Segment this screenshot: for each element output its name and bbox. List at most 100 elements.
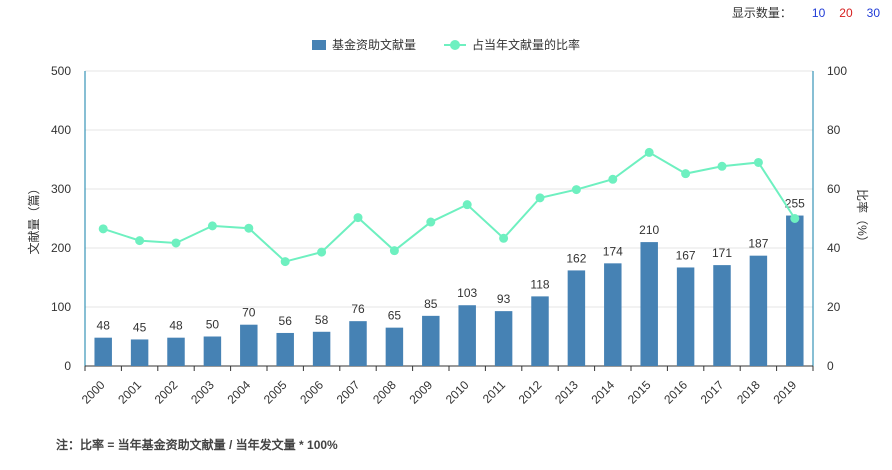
ratio-point (171, 238, 181, 248)
x-tick-label: 2000 (79, 378, 108, 407)
bar-value-label: 118 (530, 277, 549, 291)
y2-tick-label: 80 (827, 123, 841, 137)
y-tick-label: 0 (64, 359, 71, 373)
x-tick-label: 2008 (370, 378, 399, 407)
ratio-point (571, 185, 581, 195)
legend-item-ratio[interactable]: 占当年文献量的比率 (444, 36, 580, 53)
legend-bar-swatch (311, 39, 326, 50)
y-tick-label: 300 (51, 182, 71, 196)
x-tick-label: 2017 (698, 378, 727, 407)
display-count-control: 显示数量： 10 20 30 (732, 4, 880, 21)
display-count-10-option[interactable]: 10 (811, 5, 826, 20)
y-tick-label: 100 (51, 300, 71, 314)
bar (276, 332, 294, 366)
y-tick-label: 500 (51, 64, 71, 78)
x-tick-label: 2013 (552, 378, 581, 407)
y2-tick-label: 20 (827, 300, 841, 314)
bar (167, 337, 185, 366)
y2-tick-label: 60 (827, 182, 841, 196)
x-tick-label: 2015 (625, 378, 654, 407)
bar-value-label: 167 (676, 248, 696, 262)
bar (240, 324, 258, 366)
ratio-point (280, 257, 290, 267)
ratio-point (644, 147, 654, 157)
bar (385, 327, 404, 366)
y-tick-label: 200 (51, 241, 71, 255)
bar (604, 263, 622, 366)
bar-value-label: 174 (603, 244, 623, 258)
x-tick-label: 2012 (516, 378, 545, 407)
ratio-point (135, 236, 145, 246)
legend-item-funded-papers[interactable]: 基金资助文献量 (311, 36, 416, 53)
x-tick-label: 2011 (480, 378, 508, 406)
x-tick-label: 2005 (261, 378, 290, 407)
ratio-point (244, 223, 254, 233)
ratio-point (790, 214, 800, 223)
x-tick-label: 2014 (588, 378, 617, 407)
bar-value-label: 103 (457, 286, 477, 300)
bar-value-label: 65 (388, 309, 402, 323)
ratio-point (681, 169, 691, 179)
x-tick-label: 2002 (152, 378, 181, 407)
ratio-point (462, 200, 472, 210)
ratio-point (499, 233, 509, 243)
legend-label-funded-papers: 基金资助文献量 (331, 38, 416, 52)
bar-value-label: 210 (639, 223, 659, 237)
bar (567, 270, 586, 366)
x-tick-label: 2006 (297, 378, 326, 407)
bar (349, 321, 367, 366)
ratio-point (207, 221, 217, 231)
ratio-line (102, 151, 796, 263)
bar (640, 242, 658, 366)
display-count-label: 显示数量： (731, 6, 792, 20)
bar (713, 265, 731, 366)
ratio-point (717, 161, 727, 171)
chart-footnote: 注：比率 = 当年基金资助文献量 / 当年发文量 * 100% (56, 438, 338, 452)
y2-axis-title: 比率（%） (855, 189, 870, 248)
bar (458, 305, 476, 366)
legend-line-swatch (444, 39, 466, 50)
ratio-point (353, 213, 363, 223)
bar-value-label: 56 (279, 314, 293, 328)
x-tick-label: 2018 (734, 378, 763, 407)
display-count-20-option[interactable]: 20 (839, 5, 853, 20)
ratio-point (317, 247, 327, 257)
chart-legend: 基金资助文献量 占当年文献量的比率 (0, 36, 892, 53)
x-tick-label: 2004 (224, 378, 253, 407)
bar (130, 339, 149, 366)
bar-value-label: 85 (424, 297, 438, 311)
x-tick-label: 2003 (188, 378, 217, 407)
y-tick-label: 400 (51, 123, 71, 137)
bar-value-label: 93 (497, 292, 511, 306)
bar-value-label: 162 (566, 251, 586, 265)
display-count-30-option[interactable]: 30 (866, 5, 880, 20)
ratio-point (426, 217, 436, 227)
x-tick-label: 2009 (406, 378, 435, 407)
bar (749, 255, 768, 366)
bar-value-label: 70 (242, 306, 256, 320)
bar (203, 336, 222, 366)
y-axis-title: 文献量（篇） (26, 182, 41, 254)
x-tick-label: 2001 (115, 378, 144, 407)
bar (531, 296, 549, 366)
bar-value-label: 76 (351, 302, 365, 316)
bar-value-label: 255 (785, 197, 805, 211)
bar-value-label: 58 (315, 313, 329, 327)
y2-tick-label: 100 (827, 64, 847, 78)
ratio-point (535, 193, 545, 203)
bar (422, 315, 440, 366)
bar (786, 215, 804, 366)
ratio-point (608, 174, 618, 184)
ratio-point (98, 224, 108, 234)
bar-value-label: 48 (169, 319, 183, 333)
x-tick-label: 2019 (770, 378, 799, 407)
bar-value-label: 187 (748, 237, 768, 251)
y2-tick-label: 40 (827, 241, 841, 255)
legend-label-ratio: 占当年文献量的比率 (472, 38, 581, 52)
bar (494, 311, 513, 366)
bar-value-label: 48 (97, 319, 111, 333)
bar (94, 337, 112, 366)
bar-value-label: 50 (206, 318, 220, 332)
bar-value-label: 171 (712, 246, 732, 260)
